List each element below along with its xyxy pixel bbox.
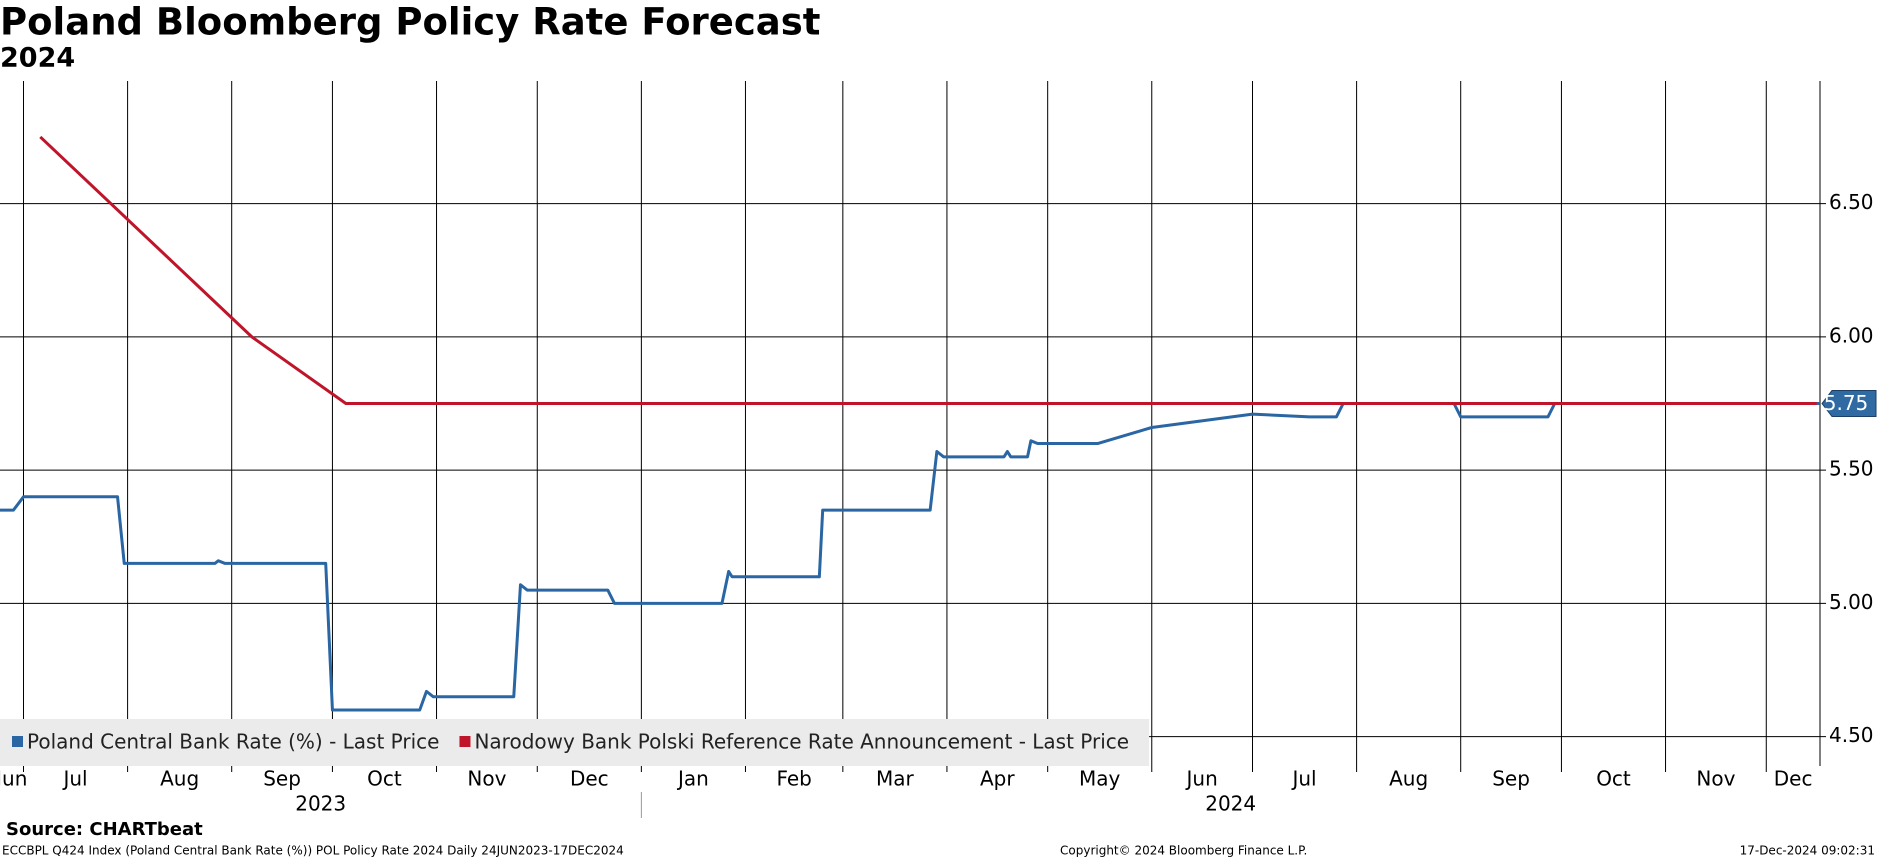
year-label: 2023 <box>295 792 346 816</box>
footer-info: ECCBPL Q424 Index (Poland Central Bank R… <box>2 844 624 858</box>
x-tick-label: May <box>1079 767 1121 791</box>
x-tick-label: Jul <box>1290 767 1316 791</box>
x-tick-label: Jul <box>61 767 87 791</box>
y-tick-label: 5.50 <box>1829 457 1874 481</box>
x-tick-label: Mar <box>876 767 915 791</box>
x-tick-label: Dec <box>1774 767 1813 791</box>
timestamp: 17-Dec-2024 09:02:31 <box>1740 844 1875 858</box>
last-value-box <box>1821 390 1877 418</box>
x-tick-label: Jun <box>1185 767 1218 791</box>
legend-label: Poland Central Bank Rate (%) - Last Pric… <box>27 730 439 754</box>
legend-background <box>0 719 1150 766</box>
x-tick-label: Apr <box>980 767 1015 791</box>
series-line <box>0 402 1820 712</box>
y-tick-label: 6.50 <box>1829 190 1874 214</box>
x-tick-label: Oct <box>1596 767 1631 791</box>
chart-title: Poland Bloomberg Policy Rate Forecast <box>0 1 820 44</box>
x-tick-label: Dec <box>570 767 609 791</box>
x-tick-label: Nov <box>467 767 506 791</box>
y-tick-label: 5.00 <box>1829 590 1874 614</box>
y-tick-label: 4.50 <box>1829 723 1874 747</box>
x-tick-label: Sep <box>263 767 301 791</box>
series-line <box>39 135 1817 406</box>
x-tick-label: Jan <box>676 767 709 791</box>
copyright: Copyright© 2024 Bloomberg Finance L.P. <box>1060 844 1307 858</box>
legend-swatch <box>459 736 471 747</box>
x-tick-label: Sep <box>1492 767 1530 791</box>
legend-swatch <box>12 736 23 747</box>
x-tick-label: Jun <box>0 767 27 791</box>
year-label: 2024 <box>1205 792 1256 816</box>
legend-label: Narodowy Bank Polski Reference Rate Anno… <box>474 730 1129 754</box>
chart-subtitle: 2024 <box>0 43 75 74</box>
y-tick-label: 6.00 <box>1829 323 1874 347</box>
x-tick-label: Oct <box>367 767 402 791</box>
x-tick-label: Nov <box>1696 767 1735 791</box>
source: Source: CHARTbeat <box>6 819 203 840</box>
x-tick-label: Aug <box>1389 767 1428 791</box>
x-tick-label: Feb <box>776 767 811 791</box>
last-value-label: 5.75 <box>1824 391 1869 415</box>
x-tick-label: Aug <box>160 767 199 791</box>
